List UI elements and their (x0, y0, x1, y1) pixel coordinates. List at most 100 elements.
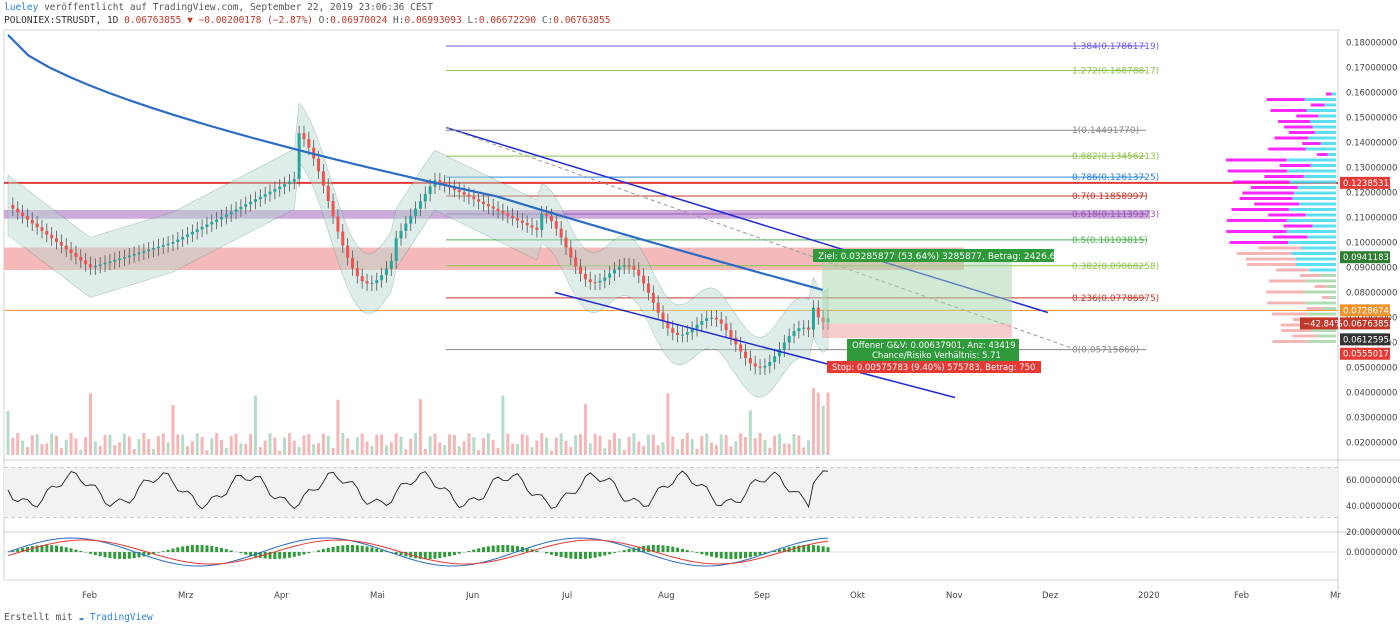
volume-bar (375, 434, 379, 455)
time-axis-label: Dez (1042, 591, 1059, 601)
candle-body (118, 258, 122, 260)
volume-bar (249, 433, 253, 455)
macd-histogram-bar (549, 552, 553, 555)
volume-profile-bar (1297, 186, 1336, 189)
candle-body (321, 171, 325, 186)
candle-body (74, 253, 78, 257)
volume-bar (394, 433, 398, 455)
macd-histogram-bar (816, 545, 820, 552)
fib-label: 0.5(0.10103815) (1072, 236, 1148, 246)
volume-profile-bar (1295, 257, 1336, 261)
macd-histogram-bar (370, 547, 374, 552)
macd-histogram-bar (307, 552, 311, 554)
tradingview-brand[interactable]: TradingView (89, 612, 153, 623)
price-axis-label: 0.14000000 (1346, 139, 1397, 149)
macd-histogram-bar (792, 546, 796, 552)
volume-profile-bar (1296, 114, 1319, 118)
macd-histogram-bar (365, 546, 369, 552)
candle-body (205, 224, 209, 227)
candle-body (530, 225, 534, 228)
macd-histogram-bar (646, 545, 650, 552)
candle-body (215, 219, 219, 222)
volume-bar (797, 435, 801, 455)
volume-bar (186, 446, 190, 455)
macd-histogram-bar (360, 545, 364, 552)
macd-histogram-bar (55, 545, 59, 552)
macd-histogram-bar (651, 545, 655, 552)
volume-bar (287, 433, 291, 455)
volume-bar (777, 433, 781, 455)
volume-profile-bar (1291, 252, 1336, 255)
volume-bar (399, 436, 403, 455)
volume-profile-bar (1281, 329, 1312, 332)
volume-bar (21, 440, 25, 455)
macd-histogram-bar (802, 545, 806, 552)
candle-body (30, 219, 34, 224)
candle-body (777, 349, 781, 357)
macd-histogram-bar (103, 552, 107, 558)
macd-histogram-bar (326, 547, 330, 552)
candle-body (186, 234, 190, 237)
fib-label: 0.236(0.07786975) (1072, 294, 1159, 304)
macd-histogram-bar (705, 552, 709, 556)
volume-bar (593, 433, 597, 455)
price-tag: 0.06125954 (1343, 335, 1394, 345)
volume-bar (147, 439, 151, 455)
candle-body (45, 230, 49, 235)
volume-bar (680, 438, 684, 455)
volume-profile-bar (1286, 219, 1336, 222)
candle-body (438, 180, 442, 183)
candle-body (414, 208, 418, 217)
volume-bar (661, 442, 665, 455)
high-value: 0.06993093 (404, 15, 462, 26)
macd-histogram-bar (16, 549, 20, 552)
volume-bar (312, 444, 316, 455)
volume-profile-bar (1310, 103, 1325, 107)
volume-bar (530, 447, 534, 455)
macd-histogram-bar (685, 550, 689, 552)
volume-bar (613, 433, 617, 455)
macd-histogram-bar (515, 546, 519, 552)
macd-histogram-bar (482, 547, 486, 552)
stop-label: Stop: 0.00575783 (9.40%) 575783, Betrag:… (832, 363, 1035, 373)
volume-profile-bar (1231, 208, 1289, 211)
candle-body (423, 193, 427, 202)
macd-histogram-bar (205, 545, 209, 552)
macd-histogram-bar (443, 552, 447, 558)
volume-bar (564, 440, 568, 455)
macd-histogram-bar (64, 547, 68, 552)
volume-bar (651, 434, 655, 455)
time-axis-label: Nov (946, 591, 963, 601)
volume-bar (224, 447, 228, 455)
volume-bar (200, 436, 204, 455)
volume-profile-bar (1304, 98, 1336, 101)
volume-bar (127, 436, 131, 455)
macd-histogram-bar (346, 545, 350, 552)
candle-body (283, 184, 287, 187)
candle-body (142, 251, 146, 253)
macd-histogram-bar (161, 551, 165, 552)
macd-histogram-bar (215, 546, 219, 552)
volume-profile-bar (1329, 296, 1336, 299)
candle-body (98, 264, 102, 266)
price-tag: 0.12385317 (1343, 179, 1394, 189)
macd-histogram-bar (355, 545, 359, 552)
candle-body (50, 234, 54, 239)
volume-bar (263, 440, 267, 455)
volume-profile-bar (1229, 241, 1289, 244)
macd-histogram-bar (477, 548, 481, 552)
macd-histogram-bar (821, 546, 825, 552)
candle-body (171, 241, 175, 244)
time-axis-label: Sep (754, 591, 770, 601)
volume-bar (685, 433, 689, 455)
macd-histogram-bar (375, 548, 379, 552)
candle-body (355, 268, 359, 277)
volume-bar (768, 447, 772, 455)
macd-axis-label: 0.00000000 (1346, 548, 1397, 558)
volume-profile-bar (1266, 290, 1305, 294)
author-link[interactable]: lueley (4, 2, 39, 13)
moving-average-200 (7, 34, 824, 292)
volume-bar (210, 438, 214, 455)
volume-bar (583, 404, 587, 455)
